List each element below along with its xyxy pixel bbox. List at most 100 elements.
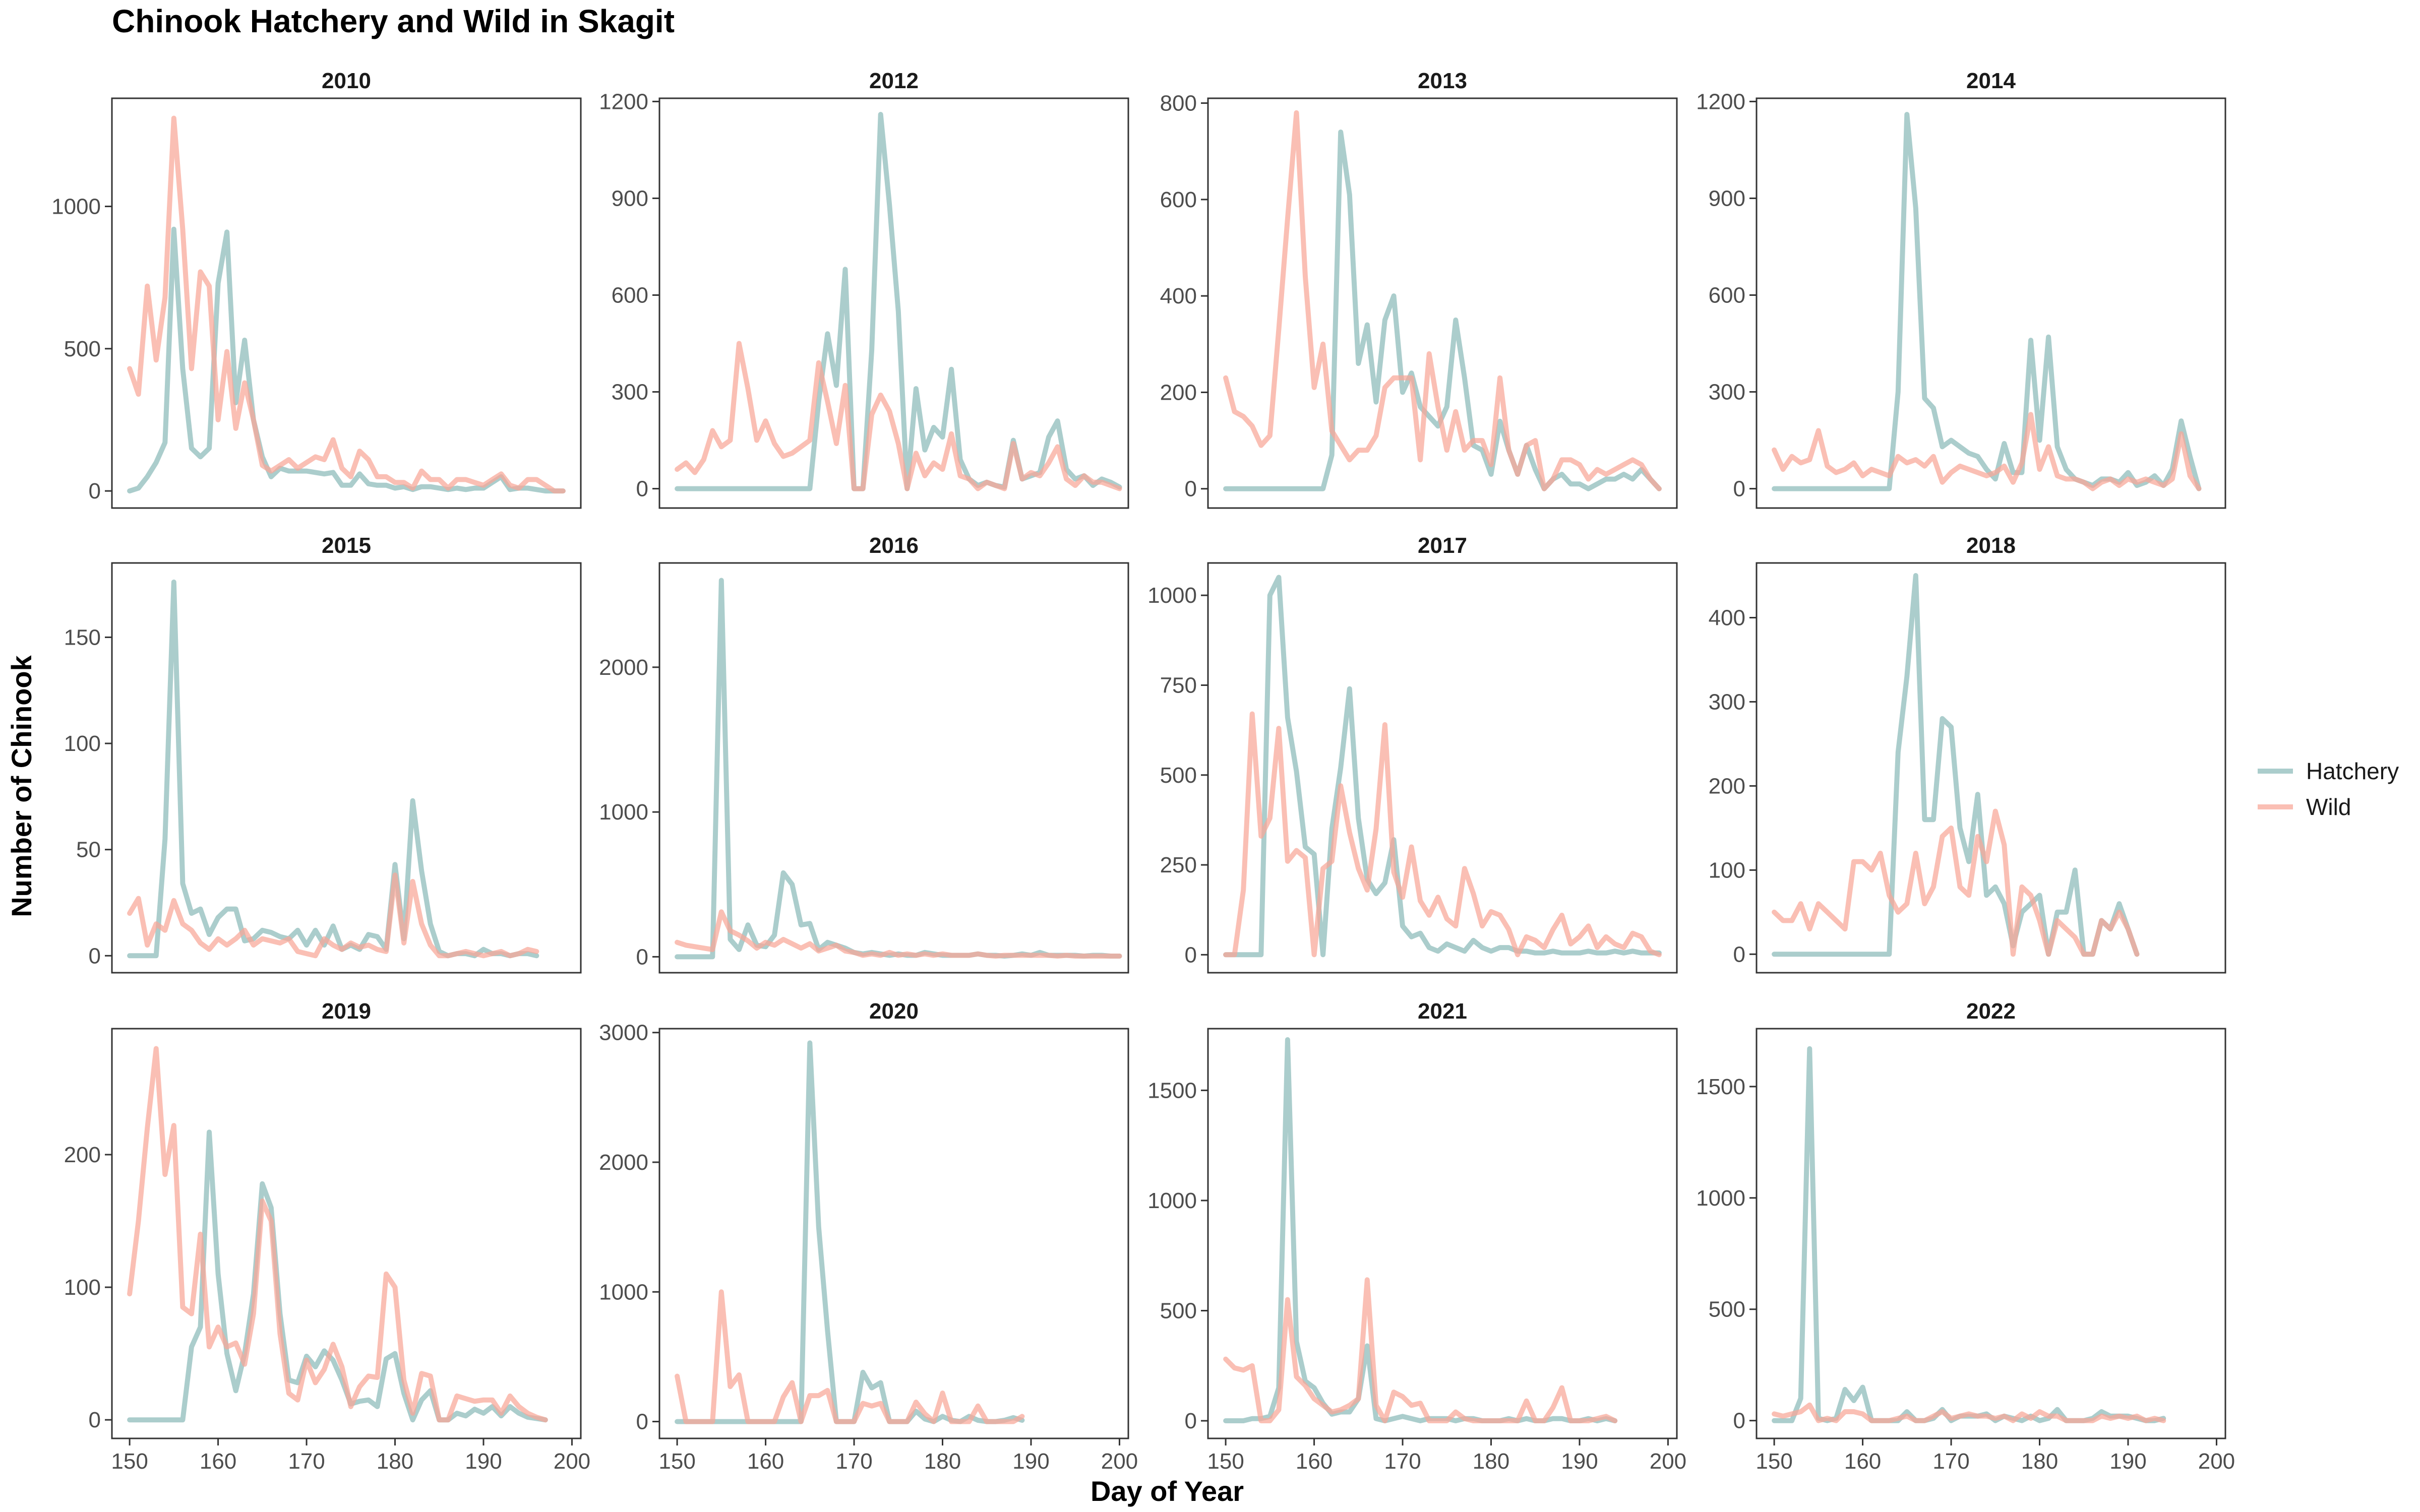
series-line-wild (127, 872, 539, 959)
series-line-wild (1772, 808, 2140, 957)
series-line-hatchery (127, 579, 539, 959)
panel-2019: 2019 0 100 200 150 160 170 180 190 200 (64, 999, 591, 1474)
panel-title: 2022 (1966, 999, 2016, 1024)
y-tick-label: 1500 (1147, 1078, 1197, 1103)
y-tick-label: 1000 (599, 800, 648, 825)
x-tick-label: 180 (2021, 1449, 2058, 1474)
legend-label: Hatchery (2306, 758, 2399, 784)
series-line-hatchery (1223, 575, 1662, 958)
panel-border (1207, 1028, 1678, 1439)
y-tick-label: 0 (1185, 942, 1197, 967)
y-tick-label: 1200 (1696, 89, 1745, 114)
y-tick-label: 200 (1160, 380, 1197, 405)
x-tick-label: 170 (1932, 1449, 1969, 1474)
y-tick-label: 2000 (599, 655, 648, 680)
x-tick-label: 150 (111, 1449, 148, 1474)
y-tick-label: 400 (1709, 606, 1745, 631)
y-tick-label: 1000 (599, 1280, 648, 1304)
series-line-hatchery (1223, 1037, 1618, 1423)
x-tick-label: 190 (1561, 1449, 1598, 1474)
panel-border (1756, 97, 2226, 509)
y-tick-label: 1000 (1696, 1186, 1745, 1211)
y-tick-label: 750 (1160, 673, 1197, 698)
series-line-hatchery (675, 578, 1122, 960)
panel-title: 2014 (1966, 69, 2016, 93)
panel-title: 2016 (869, 533, 919, 558)
panel-title: 2013 (1418, 69, 1467, 93)
x-tick-label: 150 (1207, 1449, 1244, 1474)
x-tick-label: 160 (1296, 1449, 1333, 1474)
series-group (127, 1046, 548, 1423)
series-line-hatchery (1772, 573, 2140, 957)
panel-title: 2010 (322, 69, 371, 93)
x-tick-label: 200 (1101, 1449, 1138, 1474)
panel-border (111, 562, 582, 974)
panel-border (658, 562, 1129, 974)
x-tick-label: 160 (1844, 1449, 1881, 1474)
y-tick-label: 200 (64, 1143, 101, 1167)
x-tick-label: 200 (1650, 1449, 1686, 1474)
panel-title: 2015 (322, 533, 371, 558)
y-tick-label: 300 (1709, 380, 1745, 405)
panel-title: 2018 (1966, 533, 2016, 558)
y-tick-label: 50 (76, 838, 101, 862)
series-group (1223, 575, 1662, 958)
x-tick-label: 170 (288, 1449, 325, 1474)
y-tick-label: 800 (1160, 91, 1197, 116)
x-tick-label: 200 (554, 1449, 590, 1474)
panel-border (658, 1028, 1129, 1439)
chart-title: Chinook Hatchery and Wild in Skagit (112, 3, 675, 39)
x-tick-label: 160 (200, 1449, 236, 1474)
y-tick-label: 400 (1160, 284, 1197, 308)
panel-border (1207, 562, 1678, 974)
panel-2013: 2013 0 200 400 600 800 (1160, 69, 1678, 509)
series-group (1223, 1037, 1618, 1423)
x-tick-label: 190 (465, 1449, 502, 1474)
y-tick-label: 2000 (599, 1150, 648, 1175)
y-tick-label: 1000 (1147, 583, 1197, 608)
series-line-wild (1772, 1402, 2166, 1423)
y-tick-label: 900 (1709, 186, 1745, 211)
legend-item-wild: Wild (2258, 794, 2351, 820)
y-tick-label: 100 (64, 1275, 101, 1300)
y-tick-label: 1500 (1696, 1075, 1745, 1099)
panel-2014: 2014 0 300 600 900 1200 (1696, 69, 2226, 509)
series-group (1772, 1046, 2166, 1423)
panel-border (111, 1028, 582, 1439)
legend-item-hatchery: Hatchery (2258, 758, 2399, 784)
y-tick-label: 0 (1733, 942, 1745, 967)
series-group (675, 1040, 1025, 1424)
y-tick-label: 500 (64, 337, 101, 361)
series-line-wild (675, 909, 1122, 959)
y-tick-label: 0 (1733, 477, 1745, 501)
panel-border (658, 97, 1129, 509)
panel-2016: 2016 0 1000 2000 (599, 533, 1129, 974)
series-line-hatchery (127, 1129, 548, 1423)
y-tick-label: 300 (1709, 689, 1745, 714)
series-line-wild (127, 115, 566, 494)
legend: Hatchery Wild (2258, 758, 2399, 820)
y-tick-label: 0 (89, 943, 101, 968)
panel-2010: 2010 0 500 1000 (51, 69, 582, 509)
y-tick-label: 150 (64, 625, 101, 650)
y-tick-label: 0 (89, 479, 101, 503)
panel-border (1756, 562, 2226, 974)
series-line-wild (675, 341, 1122, 491)
y-tick-label: 200 (1709, 774, 1745, 798)
y-tick-label: 0 (636, 477, 648, 501)
y-tick-label: 0 (636, 944, 648, 969)
series-group (1772, 573, 2140, 957)
y-tick-label: 0 (89, 1408, 101, 1432)
series-group (127, 115, 566, 494)
x-tick-label: 180 (1473, 1449, 1509, 1474)
x-tick-label: 190 (1012, 1449, 1049, 1474)
x-tick-label: 170 (835, 1449, 872, 1474)
series-group (1772, 112, 2202, 491)
y-tick-label: 1200 (599, 89, 648, 114)
y-tick-label: 900 (612, 186, 648, 211)
y-tick-label: 1000 (51, 195, 101, 219)
series-group (675, 578, 1122, 960)
y-tick-label: 250 (1160, 853, 1197, 877)
panel-grid: 2010050010002012030060090012002013020040… (51, 69, 2235, 1474)
x-tick-label: 150 (658, 1449, 695, 1474)
